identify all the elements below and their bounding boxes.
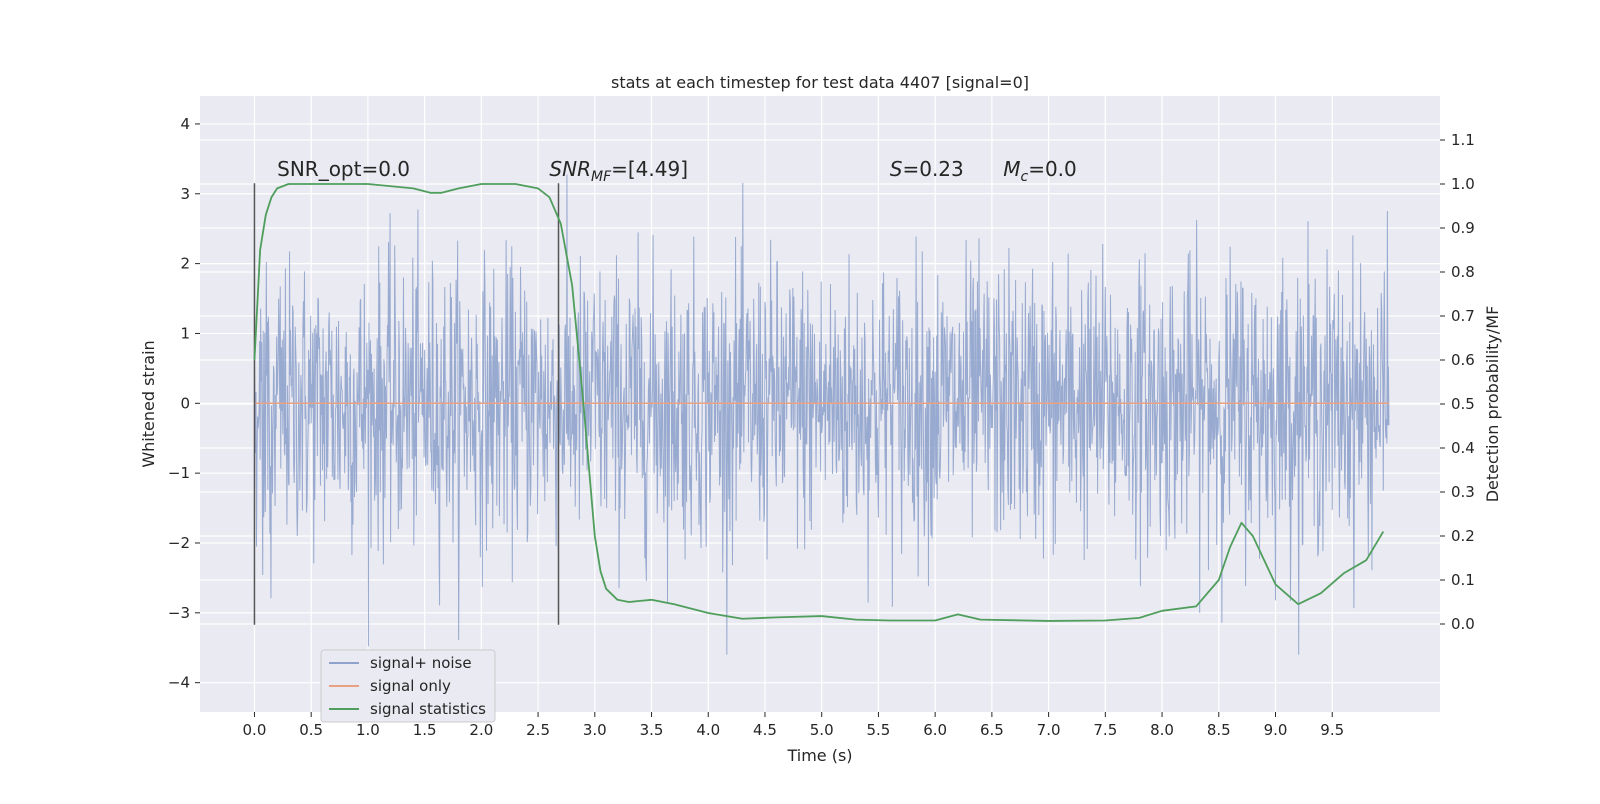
legend-box — [320, 649, 496, 723]
x-tick-label: 1.0 — [356, 721, 380, 739]
x-tick-label: 9.5 — [1320, 721, 1344, 739]
series-signal-noise-line — [253, 174, 1390, 655]
x-tick-label: 3.0 — [583, 721, 607, 739]
y-right-tick-label: 1.0 — [1451, 175, 1475, 193]
y-right-tick-label: 1.1 — [1451, 131, 1475, 149]
x-tick-label: 7.5 — [1093, 721, 1117, 739]
x-tick-label: 2.0 — [469, 721, 493, 739]
x-tick-label: 4.5 — [753, 721, 777, 739]
y-right-tick-label: 0.4 — [1451, 439, 1475, 457]
series-signal-statistics-line — [253, 183, 1385, 622]
x-tick-label: 8.5 — [1207, 721, 1231, 739]
y-tick-label: 1 — [180, 324, 190, 342]
legend-label-signal-statistics: signal statistics — [370, 700, 486, 718]
annotation-text: S=0.23 — [890, 157, 964, 181]
y-axis-label: Whitened strain — [139, 340, 158, 467]
y-right-tick-label: 0.9 — [1451, 219, 1475, 237]
x-tick-label: 8.0 — [1150, 721, 1174, 739]
y-right-tick-label: 0.2 — [1451, 527, 1475, 545]
x-axis-label: Time (s) — [786, 746, 852, 765]
y-right-tick-label: 0.5 — [1451, 395, 1475, 413]
y-right-tick-label: 0.1 — [1451, 571, 1475, 589]
x-tick-label: 5.0 — [810, 721, 834, 739]
annotation-text: Mc=0.0 — [1003, 157, 1077, 185]
y-tick-label: −3 — [168, 604, 190, 622]
annotation-layer: SNR_opt=0.0 SNRMF=[4.49] S=0.23 Mc=0.0 — [277, 157, 1077, 185]
x-tick-label: 0.5 — [299, 721, 323, 739]
x-tick-label: 5.5 — [866, 721, 890, 739]
y-right-tick-label: 0.6 — [1451, 351, 1475, 369]
y-tick-label: −1 — [168, 464, 190, 482]
y-axis-right-label: Detection probability/MF — [1483, 306, 1502, 503]
annotation-text: SNR_opt=0.0 — [277, 157, 410, 181]
y-right-tick-label: 0.8 — [1451, 263, 1475, 281]
y-right-tick-label: 0.7 — [1451, 307, 1475, 325]
legend-label-signal-only: signal only — [370, 677, 451, 695]
x-tick-label: 1.5 — [413, 721, 437, 739]
x-tick-label: 2.5 — [526, 721, 550, 739]
annotation-text: SNRMF=[4.49] — [549, 157, 688, 185]
y-tick-label: 2 — [180, 255, 190, 273]
y-tick-label: −4 — [168, 674, 190, 692]
x-tick-label: 4.0 — [696, 721, 720, 739]
chart-title: stats at each timestep for test data 440… — [611, 73, 1029, 92]
y-tick-label: 3 — [180, 185, 190, 203]
legend: signal+ noise signal only signal statist… — [320, 649, 496, 723]
x-tick-label: 6.0 — [923, 721, 947, 739]
legend-label-signal-noise: signal+ noise — [370, 654, 472, 672]
y-tick-label: 4 — [180, 115, 190, 133]
axis-layer: 0.0 0.5 1.0 1.5 2.0 2.5 3.0 3.5 4.0 4.5 5.0 5.5 6.0 6… — [168, 115, 1475, 739]
series-layer — [253, 183, 1389, 625]
x-tick-label: 0.0 — [243, 721, 267, 739]
y-tick-label: −2 — [168, 534, 190, 552]
noise-layer — [253, 174, 1390, 655]
x-tick-label: 6.5 — [980, 721, 1004, 739]
y-tick-label: 0 — [180, 394, 190, 412]
y-right-tick-label: 0.3 — [1451, 483, 1475, 501]
x-tick-label: 9.0 — [1264, 721, 1288, 739]
x-tick-label: 3.5 — [640, 721, 664, 739]
x-tick-label: 7.0 — [1037, 721, 1061, 739]
y-right-tick-label: 0.0 — [1451, 615, 1475, 633]
